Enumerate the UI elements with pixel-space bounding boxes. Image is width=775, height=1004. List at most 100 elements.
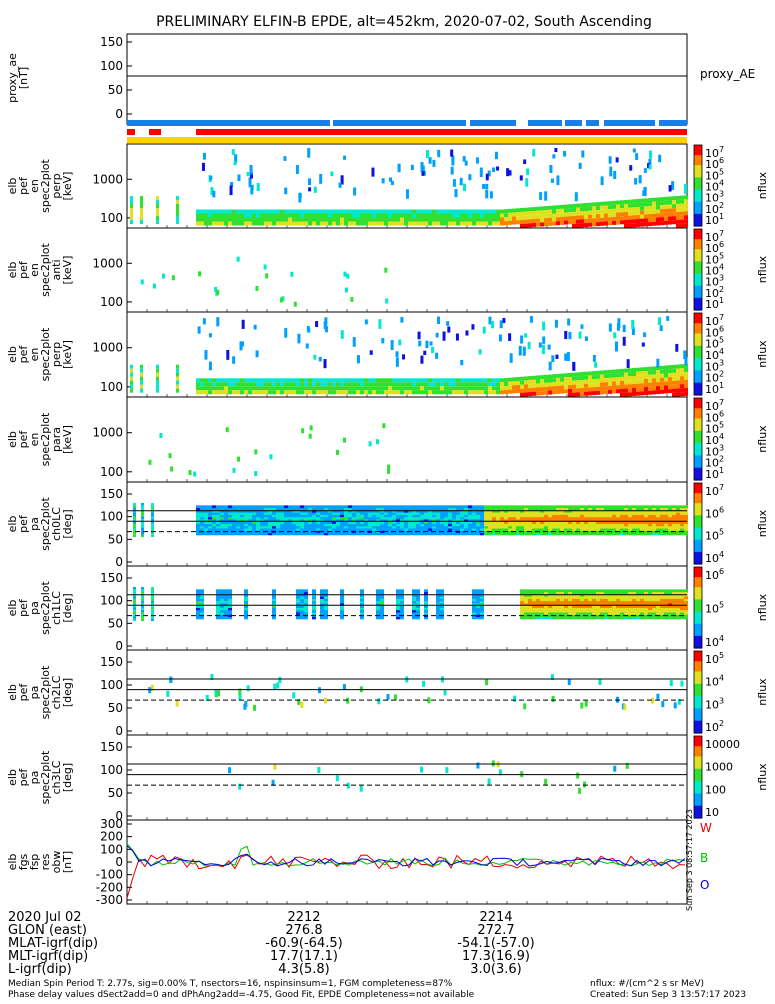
spec-cell [388, 222, 392, 226]
spec-cell [404, 382, 408, 386]
spec-cell [428, 390, 432, 394]
spec-cell [491, 321, 494, 328]
spec-cell [656, 213, 660, 217]
spec-cell [330, 172, 333, 176]
spec-cell [616, 157, 619, 162]
spec-cell [416, 382, 420, 386]
spec-cell [343, 272, 346, 277]
spec-cell [648, 198, 652, 202]
pa-cell [388, 505, 392, 508]
spec-cell [159, 433, 162, 438]
spec-cell [236, 378, 240, 382]
spec-cell [348, 386, 352, 390]
spec-cell [640, 379, 644, 383]
pa-cell [532, 589, 536, 592]
spec-cell [252, 218, 256, 222]
spec-cell [632, 388, 636, 392]
spec-cell [228, 390, 232, 394]
pa-cell [544, 589, 548, 592]
spec-cell [272, 386, 276, 390]
pa-cell [520, 589, 524, 592]
spec-cell [404, 214, 408, 218]
spec-cell [652, 386, 656, 390]
spec-cell [396, 390, 400, 394]
spec-cell [280, 386, 284, 390]
spec-cell [396, 218, 400, 222]
spec-cell [384, 386, 388, 390]
spec-cell [276, 222, 280, 226]
spec-cell [680, 216, 684, 220]
spec-cell [380, 218, 384, 222]
spec-cell [316, 386, 320, 390]
spec-cell [242, 320, 245, 329]
en-perp-spectrogram [130, 148, 688, 228]
pa-cell [544, 505, 548, 508]
spec-cell [320, 222, 324, 226]
spec-cell [588, 383, 592, 387]
spec-cell [664, 373, 668, 377]
pa-cell [141, 612, 144, 614]
spec-cell [404, 218, 408, 222]
spec-cell [644, 379, 648, 383]
spec-cell [204, 382, 208, 386]
pa-cell [141, 610, 144, 612]
spec-cell [455, 189, 458, 197]
spec-cell [456, 382, 460, 386]
spec-cell [500, 390, 504, 394]
spec-cell [609, 156, 612, 163]
pa-cell [592, 505, 596, 508]
spec-cell [620, 385, 624, 389]
pa-cell [380, 589, 384, 592]
pa-cell [336, 505, 340, 508]
pa-cell [133, 607, 136, 609]
spec-cell [560, 213, 564, 217]
spec-cell [672, 373, 676, 377]
spec-cell [524, 384, 528, 388]
y-tick-label: 100 [100, 465, 123, 479]
spec-cell [656, 205, 660, 209]
spec-cell [428, 218, 432, 222]
spec-cell [376, 214, 380, 218]
spec-cell [284, 188, 287, 195]
spec-cell [340, 222, 344, 226]
spec-cell [328, 382, 332, 386]
spec-cell [504, 378, 508, 382]
spec-cell [411, 165, 414, 170]
pa-cell [480, 505, 484, 508]
pa-cell [396, 505, 400, 508]
pa-cell [452, 505, 456, 508]
spec-cell [296, 382, 300, 386]
spec-cell [237, 457, 240, 462]
spec-cell [472, 214, 476, 218]
spec-cell [656, 221, 660, 225]
spec-cell [224, 386, 228, 390]
spec-cell [344, 218, 348, 222]
spec-cell [636, 207, 640, 211]
pa-cell [592, 589, 596, 592]
spec-cell [482, 184, 485, 189]
spec-cell [526, 168, 529, 174]
pa-cell [660, 589, 664, 592]
spec-cell [680, 204, 684, 208]
pa-cell [228, 505, 232, 508]
spec-cell [656, 370, 660, 374]
pa-cell [585, 701, 588, 707]
spec-cell [428, 222, 432, 226]
spec-cell [608, 374, 612, 378]
pa-cell [320, 505, 324, 508]
spec-cell [140, 220, 143, 224]
spec-cell [456, 214, 460, 218]
spec-cell [604, 201, 608, 205]
spec-cell [300, 390, 304, 394]
en-anti-frame [127, 228, 687, 312]
pa-cell [568, 505, 572, 508]
y-tick-label: 50 [108, 701, 123, 715]
spec-cell [484, 382, 488, 386]
spec-cell [524, 208, 528, 212]
spec-cell [492, 390, 496, 394]
spec-cell [600, 370, 604, 374]
spec-cell [328, 214, 332, 218]
spec-cell [272, 210, 276, 214]
spec-cell [300, 218, 304, 222]
spec-cell [156, 196, 159, 200]
